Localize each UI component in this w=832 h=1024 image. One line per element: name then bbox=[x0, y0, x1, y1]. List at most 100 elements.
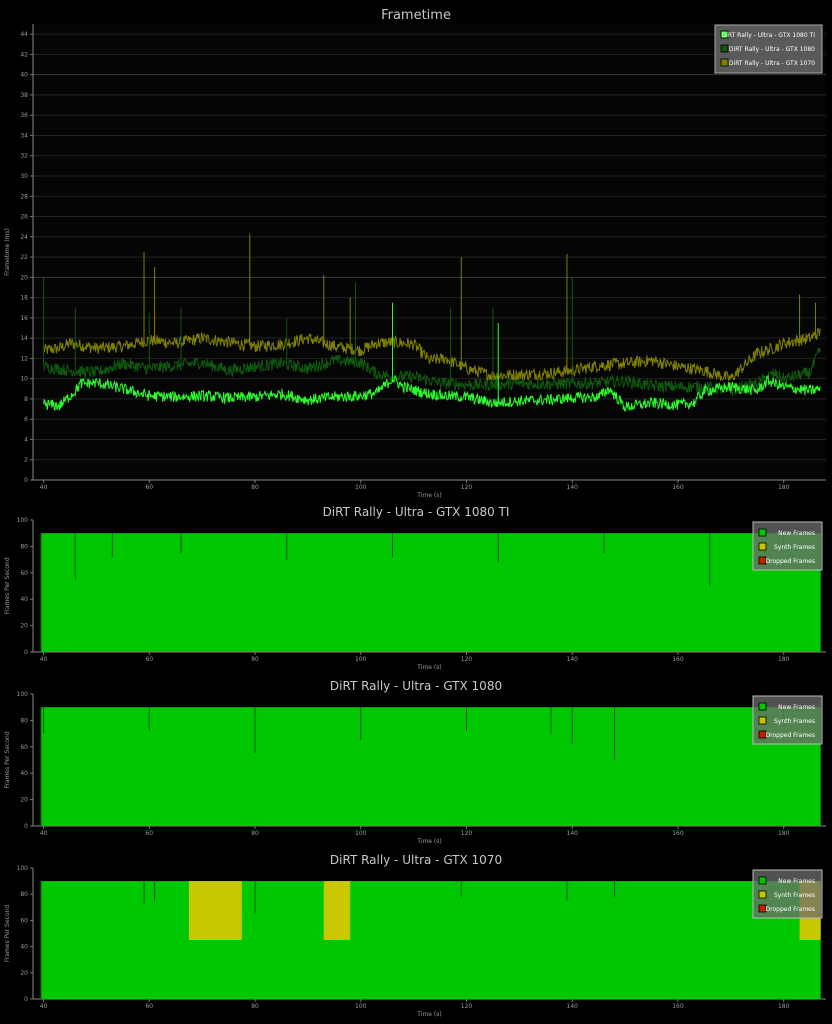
x-tick-label: 100 bbox=[355, 656, 367, 663]
y-tick-label: 14 bbox=[20, 335, 28, 342]
x-axis-label: Time (s) bbox=[416, 838, 441, 845]
y-tick-label: 4 bbox=[24, 436, 28, 443]
x-tick-label: 60 bbox=[145, 656, 153, 663]
y-tick-label: 60 bbox=[20, 917, 28, 924]
y-tick-label: 100 bbox=[17, 517, 29, 524]
legend-swatch bbox=[758, 890, 767, 899]
x-tick-label: 80 bbox=[251, 830, 259, 837]
y-tick-label: 80 bbox=[20, 891, 28, 898]
legend-label: DiRT Rally - Ultra - GTX 1070 bbox=[729, 60, 815, 67]
frametime-chart: Frametime 0 2 4 6 8 10 12 14 16 18 20 22 24 26 28 30 32 34… bbox=[0, 0, 832, 500]
y-tick-label: 40 bbox=[20, 596, 28, 603]
legend-label: New Frames bbox=[778, 878, 815, 885]
x-tick-label: 120 bbox=[461, 656, 473, 663]
x-tick-label: 40 bbox=[40, 830, 48, 837]
x-axis-label: Time (s) bbox=[416, 1011, 441, 1018]
y-tick-label: 20 bbox=[20, 970, 28, 977]
y-tick-label: 0 bbox=[24, 477, 28, 484]
y-tick-label: 38 bbox=[20, 92, 28, 99]
y-tick-label: 34 bbox=[20, 132, 28, 139]
new-frames-area bbox=[40, 881, 821, 999]
x-tick-label: 180 bbox=[778, 830, 790, 837]
y-axis-label: Frames Per Second bbox=[4, 557, 11, 614]
y-tick-label: 100 bbox=[17, 865, 29, 872]
synth-frames-area bbox=[188, 881, 242, 941]
x-tick-label: 60 bbox=[145, 1003, 153, 1010]
chart-title: DiRT Rally - Ultra - GTX 1080 TI bbox=[323, 505, 510, 519]
y-tick-label: 16 bbox=[20, 315, 28, 322]
y-tick-label: 2 bbox=[24, 457, 28, 464]
x-tick-label: 40 bbox=[40, 1003, 48, 1010]
x-tick-label: 140 bbox=[567, 830, 579, 837]
series-line bbox=[43, 375, 821, 413]
x-tick-label: 160 bbox=[672, 830, 684, 837]
x-axis-label: Time (s) bbox=[416, 664, 441, 671]
y-tick-label: 60 bbox=[20, 744, 28, 751]
legend: New Frames Synth Frames Dropped Frames bbox=[752, 869, 823, 919]
chart-title: Frametime bbox=[381, 8, 451, 23]
y-axis-label: Frames Per Second bbox=[4, 731, 11, 788]
legend-label: New Frames bbox=[778, 530, 815, 537]
y-tick-label: 42 bbox=[20, 51, 28, 58]
x-tick-label: 180 bbox=[778, 656, 790, 663]
legend-label: DiRT Rally - Ultra - GTX 1080 bbox=[729, 46, 815, 53]
y-tick-label: 80 bbox=[20, 717, 28, 724]
x-tick-label: 160 bbox=[672, 656, 684, 663]
fps-chart-1080: DiRT Rally - Ultra - GTX 1080 0 20 40 60 80 10… bbox=[0, 674, 832, 848]
legend-swatch bbox=[720, 58, 729, 67]
x-tick-label: 60 bbox=[145, 484, 153, 491]
legend-label: Synth Frames bbox=[774, 892, 815, 899]
y-tick-label: 10 bbox=[20, 376, 28, 383]
y-axis-label: Frametime (ms) bbox=[4, 228, 11, 276]
legend-label: Dropped Frames bbox=[766, 732, 815, 739]
y-tick-label: 36 bbox=[20, 112, 28, 119]
chart-title: DiRT Rally - Ultra - GTX 1070 bbox=[330, 853, 502, 867]
fps-chart-1080ti: DiRT Rally - Ultra - GTX 1080 TI 0 20 40 60 8… bbox=[0, 500, 832, 674]
legend-box bbox=[714, 24, 823, 74]
y-tick-label: 30 bbox=[20, 173, 28, 180]
legend: New Frames Synth Frames Dropped Frames bbox=[752, 695, 823, 745]
legend-swatch bbox=[758, 876, 767, 885]
new-frames-area bbox=[40, 533, 821, 652]
y-tick-label: 44 bbox=[20, 31, 28, 38]
y-tick-label: 40 bbox=[20, 944, 28, 951]
fps-chart-1070: DiRT Rally - Ultra - GTX 1070 0 20 40 60 80 10… bbox=[0, 848, 832, 1024]
y-axis-label: Frames Per Second bbox=[4, 905, 11, 962]
y-tick-label: 28 bbox=[20, 193, 28, 200]
legend-swatch bbox=[758, 556, 767, 565]
y-tick-label: 40 bbox=[20, 72, 28, 79]
y-tick-label: 8 bbox=[24, 396, 28, 403]
y-tick-label: 12 bbox=[20, 355, 28, 362]
fps-chart-1080ti-svg: DiRT Rally - Ultra - GTX 1080 TI 0 20 40 60 8… bbox=[4, 505, 826, 671]
x-tick-label: 160 bbox=[672, 1003, 684, 1010]
x-tick-label: 120 bbox=[461, 1003, 473, 1010]
y-tick-label: 80 bbox=[20, 543, 28, 550]
legend-label: New Frames bbox=[778, 704, 815, 711]
x-tick-label: 120 bbox=[461, 484, 473, 491]
y-tick-label: 22 bbox=[20, 254, 28, 261]
y-tick-label: 24 bbox=[20, 234, 28, 241]
y-tick-label: 100 bbox=[17, 691, 29, 698]
legend-swatch bbox=[758, 716, 767, 725]
legend-swatch bbox=[758, 702, 767, 711]
y-tick-label: 20 bbox=[20, 623, 28, 630]
y-tick-label: 60 bbox=[20, 570, 28, 577]
series-group bbox=[43, 277, 821, 396]
x-tick-label: 60 bbox=[145, 830, 153, 837]
legend-label: Dropped Frames bbox=[766, 906, 815, 913]
x-tick-label: 180 bbox=[778, 484, 790, 491]
series-group bbox=[43, 302, 821, 413]
x-tick-label: 180 bbox=[778, 1003, 790, 1010]
x-tick-label: 80 bbox=[251, 656, 259, 663]
fps-area-group bbox=[40, 707, 821, 826]
legend-label: Dropped Frames bbox=[766, 558, 815, 565]
y-tick-label: 0 bbox=[24, 996, 28, 1003]
y-tick-label: 20 bbox=[20, 797, 28, 804]
y-tick-label: 6 bbox=[24, 416, 28, 423]
legend-swatch bbox=[720, 30, 729, 39]
x-tick-label: 100 bbox=[355, 830, 367, 837]
x-tick-label: 140 bbox=[567, 484, 579, 491]
legend-label: Synth Frames bbox=[774, 544, 815, 551]
y-tick-label: 32 bbox=[20, 153, 28, 160]
x-tick-label: 140 bbox=[567, 1003, 579, 1010]
